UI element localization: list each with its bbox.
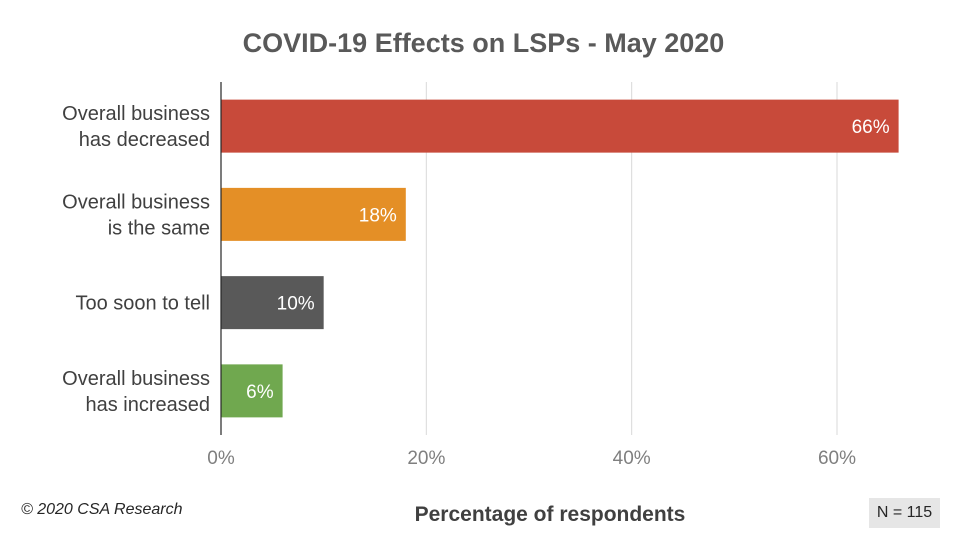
category-label: Overall business has decreased: [62, 103, 210, 151]
x-tick-label: 0%: [207, 448, 235, 469]
data-label: 66%: [852, 117, 890, 138]
x-tick-label: 20%: [407, 448, 445, 469]
category-label: Too soon to tell: [75, 293, 210, 315]
copyright-notice: © 2020 CSA Research: [21, 501, 183, 518]
x-tick-label: 60%: [818, 448, 856, 469]
bar: [221, 187, 406, 241]
data-label: 6%: [246, 382, 274, 403]
chart-title: COVID-19 Effects on LSPs - May 2020: [242, 28, 725, 58]
sample-size-badge: N = 115: [869, 498, 940, 528]
bar: [221, 364, 283, 418]
bar: [221, 99, 899, 153]
category-label: Overall business is the same: [62, 191, 210, 239]
x-tick-label: 40%: [613, 448, 651, 469]
x-axis-title: Percentage of respondents: [414, 503, 686, 526]
category-label: Overall business has increased: [62, 368, 210, 416]
bar: [221, 276, 324, 330]
data-label: 10%: [277, 294, 315, 315]
data-label: 18%: [359, 205, 397, 226]
